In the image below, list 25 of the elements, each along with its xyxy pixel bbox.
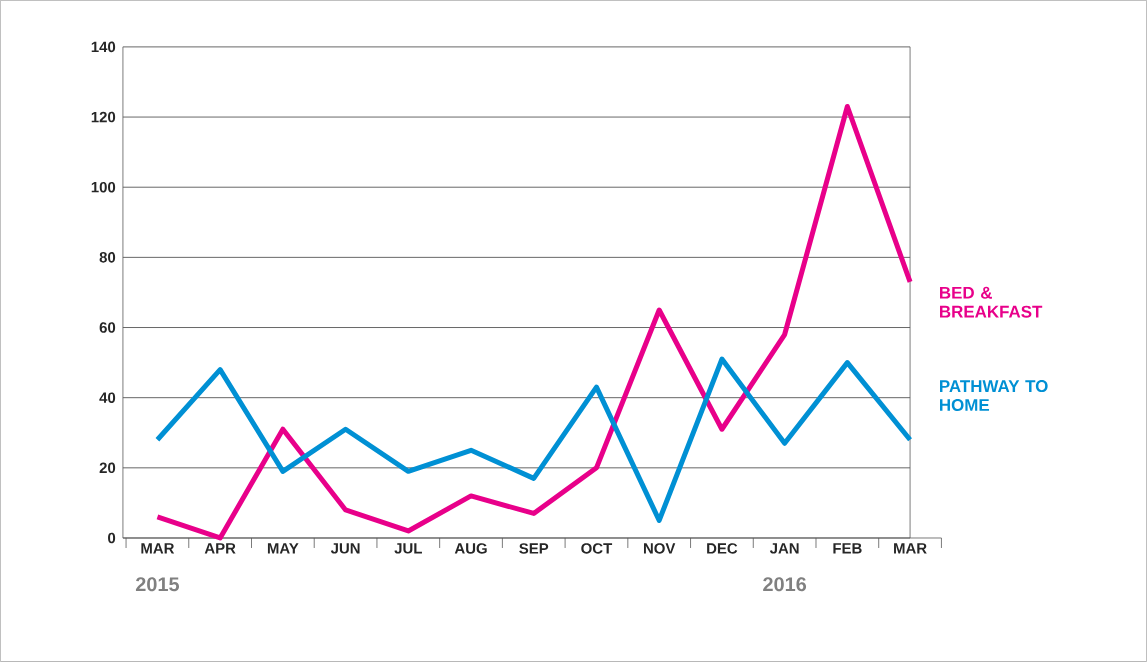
series-label: BED & BREAKFAST <box>940 286 1043 318</box>
x-tick-label: AUG <box>454 543 487 554</box>
x-tick-label: SEP <box>519 543 549 554</box>
x-tick-label: APR <box>204 543 236 554</box>
y-tick-label: 80 <box>99 252 116 263</box>
y-tick-label: 0 <box>108 532 116 544</box>
text: PATHWAY TO HOME <box>940 380 1048 412</box>
x-tick-label: MAR <box>894 543 927 554</box>
x-tick-label: JAN <box>769 543 799 554</box>
text: 2016 <box>763 577 807 592</box>
y-tick-label: 40 <box>99 392 116 404</box>
x-tick-label: OCT <box>581 543 613 554</box>
y-tick-label: 60 <box>99 322 116 333</box>
y-tick-label: 120 <box>91 111 116 123</box>
x-tick-label: NOV <box>643 543 676 554</box>
x-tick-label: DEC <box>707 543 738 554</box>
x-tick-label: JUL <box>394 543 422 554</box>
x-tick-label: FEB <box>833 543 862 554</box>
text: 2015 <box>135 577 180 592</box>
x-tick-label: MAY <box>267 543 299 554</box>
y-tick-label: 100 <box>91 181 116 193</box>
x-tick-label: JUN <box>330 543 360 554</box>
y-tick-label: 140 <box>91 41 116 53</box>
x-tick-label: MAR <box>141 543 175 554</box>
y-tick-label: 20 <box>99 462 116 474</box>
